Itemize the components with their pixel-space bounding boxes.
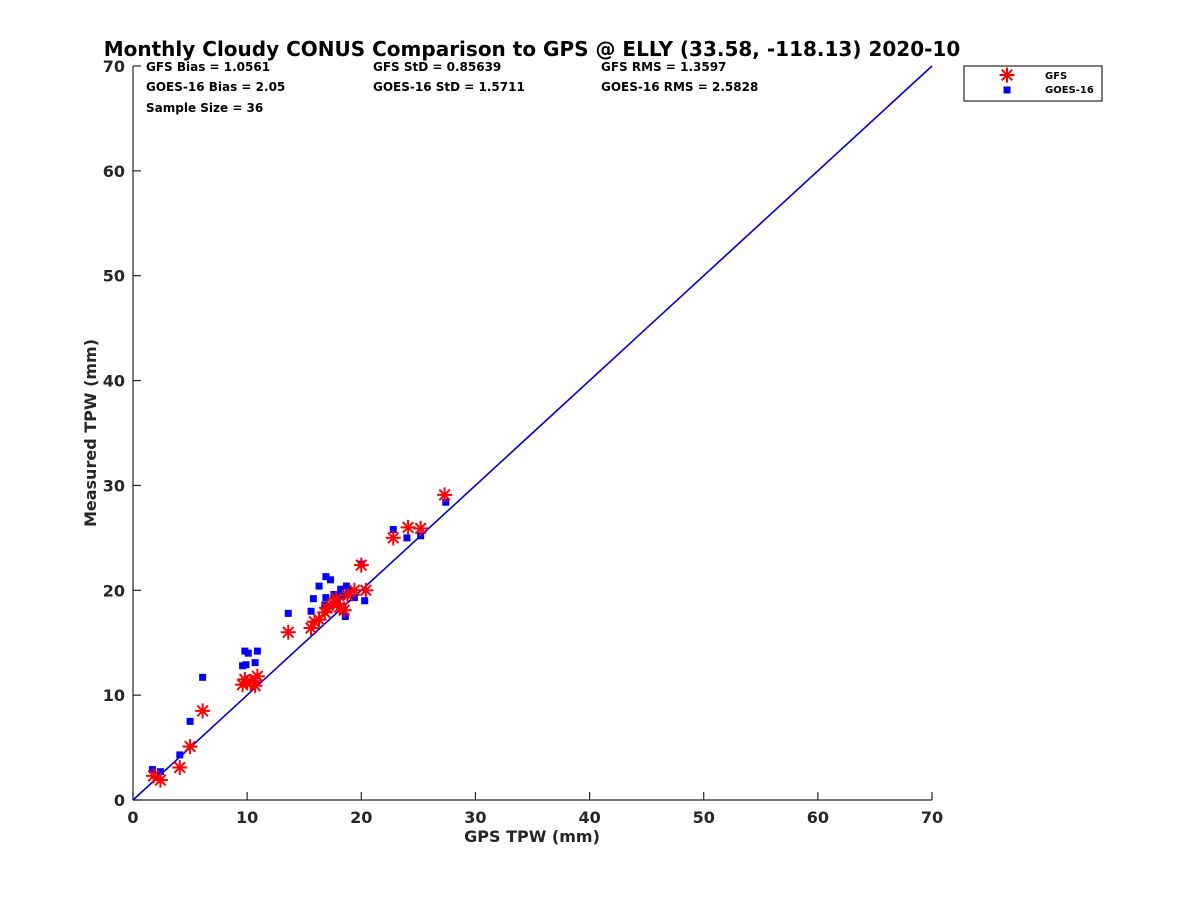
goes16-point bbox=[326, 576, 334, 584]
y-tick-label: 40 bbox=[103, 372, 125, 391]
gfs-point bbox=[195, 703, 211, 719]
y-tick-label: 70 bbox=[103, 57, 125, 76]
gfs-point bbox=[385, 530, 401, 546]
stat-sample-size: Sample Size = 36 bbox=[146, 101, 263, 115]
gfs-point bbox=[413, 520, 429, 536]
y-tick-label: 60 bbox=[103, 162, 125, 181]
x-tick-label: 20 bbox=[350, 808, 372, 827]
goes16-point bbox=[337, 585, 345, 593]
gfs-point bbox=[182, 739, 198, 755]
goes16-point bbox=[176, 751, 184, 759]
goes16-point bbox=[156, 768, 164, 776]
x-tick-label: 40 bbox=[578, 808, 600, 827]
goes16-point bbox=[442, 498, 450, 506]
y-tick-label: 20 bbox=[103, 581, 125, 600]
x-tick-label: 60 bbox=[807, 808, 829, 827]
legend-goes16-square bbox=[1003, 86, 1011, 94]
goes16-point bbox=[242, 661, 250, 669]
gfs-point bbox=[400, 519, 416, 535]
gfs-point bbox=[249, 668, 265, 684]
data-points bbox=[146, 487, 453, 788]
goes16-point bbox=[361, 597, 369, 605]
reference-line bbox=[132, 65, 933, 801]
goes16-point bbox=[315, 582, 323, 590]
x-tick-label: 30 bbox=[464, 808, 486, 827]
stat-goes-std: GOES-16 StD = 1.5711 bbox=[373, 80, 525, 94]
goes16-point bbox=[333, 599, 341, 607]
legend-goes16-marker bbox=[1003, 86, 1011, 94]
legend-gfs-label: GFS bbox=[1045, 71, 1067, 82]
goes16-point bbox=[330, 590, 338, 598]
gfs-point bbox=[437, 487, 453, 503]
goes16-point bbox=[342, 582, 350, 590]
y-tick-label: 10 bbox=[103, 686, 125, 705]
goes16-point bbox=[322, 573, 330, 581]
stat-goes-bias: GOES-16 Bias = 2.05 bbox=[146, 80, 285, 94]
goes16-point bbox=[309, 595, 317, 603]
gfs-point bbox=[346, 582, 362, 598]
goes16-point bbox=[186, 717, 194, 725]
stat-gfs-rms: GFS RMS = 1.3597 bbox=[601, 60, 726, 74]
x-tick-label: 10 bbox=[236, 808, 258, 827]
y-tick-label: 0 bbox=[114, 791, 125, 810]
goes16-point bbox=[284, 609, 292, 617]
gfs-point bbox=[172, 759, 188, 775]
goes16-point bbox=[403, 534, 411, 542]
x-tick-label: 70 bbox=[921, 808, 943, 827]
x-tick-label: 50 bbox=[693, 808, 715, 827]
goes16-point bbox=[341, 613, 349, 620]
legend-box bbox=[963, 65, 1103, 102]
goes16-point bbox=[253, 647, 261, 655]
goes16-point bbox=[148, 766, 156, 774]
goes16-point bbox=[307, 607, 315, 615]
goes16-point bbox=[389, 525, 397, 533]
goes16-point bbox=[338, 593, 346, 601]
gfs-point bbox=[353, 557, 369, 573]
goes16-point bbox=[244, 649, 252, 657]
gfs-point bbox=[152, 772, 168, 788]
stat-gfs-std: GFS StD = 0.85639 bbox=[373, 60, 501, 74]
gfs-point bbox=[247, 678, 263, 694]
goes16-point bbox=[251, 659, 259, 667]
goes16-point bbox=[199, 673, 207, 681]
y-axis-label: Measured TPW (mm) bbox=[81, 339, 100, 527]
x-tick-label: 0 bbox=[127, 808, 138, 827]
chart-title: Monthly Cloudy CONUS Comparison to GPS @… bbox=[104, 37, 961, 61]
gfs-point bbox=[280, 624, 296, 640]
stat-gfs-bias: GFS Bias = 1.0561 bbox=[146, 60, 270, 74]
stat-goes-rms: GOES-16 RMS = 2.5828 bbox=[601, 80, 758, 94]
legend-goes16-label: GOES-16 bbox=[1045, 85, 1094, 96]
goes16-point bbox=[322, 594, 330, 602]
y-tick-label: 50 bbox=[103, 267, 125, 286]
gfs-point bbox=[358, 582, 374, 598]
y-tick-label: 30 bbox=[103, 476, 125, 495]
tick-group: 0 10 20 30 40 50 60 70 0 10 20 30 40 50 60 70 bbox=[103, 57, 943, 827]
legend: GFS GOES-16 bbox=[963, 65, 1103, 102]
x-axis-label: GPS TPW (mm) bbox=[464, 827, 600, 846]
legend-gfs-asterisk bbox=[999, 67, 1015, 83]
gfs-point bbox=[332, 599, 348, 615]
legend-gfs-marker bbox=[999, 67, 1015, 83]
gfs-point bbox=[319, 600, 335, 616]
gfs-point bbox=[336, 602, 352, 618]
